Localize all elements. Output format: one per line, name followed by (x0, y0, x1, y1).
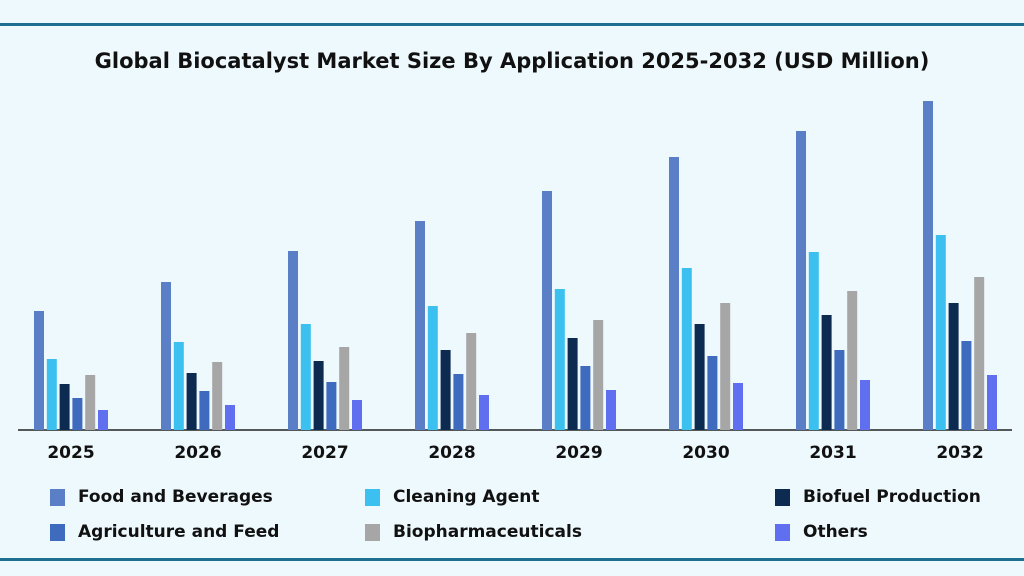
bar (987, 375, 997, 430)
bar (923, 101, 933, 430)
bar (300, 324, 311, 430)
legend-label: Biofuel Production (803, 487, 981, 507)
legend-label: Agriculture and Feed (78, 522, 279, 542)
chart-title: Global Biocatalyst Market Size By Applic… (95, 49, 930, 73)
bar (85, 375, 96, 430)
bar (834, 350, 845, 430)
bar (847, 291, 858, 430)
bar (440, 350, 451, 430)
bar (479, 395, 489, 430)
bar (186, 373, 197, 430)
x-tick-label: 2028 (428, 443, 475, 463)
x-tick-label: 2026 (174, 443, 221, 463)
bar (466, 333, 477, 430)
legend-swatch (365, 489, 380, 506)
bar (288, 251, 298, 430)
bar (225, 405, 235, 430)
bar (720, 303, 731, 430)
bottom-border (0, 558, 1024, 561)
bar (821, 315, 832, 430)
bar (974, 277, 985, 430)
bar (567, 338, 578, 430)
legend-label: Cleaning Agent (393, 487, 540, 507)
bar (313, 361, 324, 430)
bar (542, 191, 552, 430)
bar (694, 324, 705, 430)
bar (415, 221, 425, 430)
bar (669, 157, 679, 430)
bar (808, 252, 819, 430)
bar (59, 384, 70, 430)
bar (580, 366, 591, 430)
bar (733, 383, 743, 430)
legend-swatch (50, 489, 65, 506)
bar (98, 410, 108, 430)
bar (427, 306, 438, 430)
bar (72, 398, 83, 430)
legend-swatch (775, 524, 790, 541)
legend-label: Food and Beverages (78, 487, 273, 507)
bar (935, 235, 946, 430)
legend-label: Others (803, 522, 868, 542)
x-tick-label: 2031 (809, 443, 856, 463)
x-tick-label: 2030 (682, 443, 729, 463)
bar (339, 347, 350, 430)
legend-swatch (50, 524, 65, 541)
bar (326, 382, 337, 430)
bar (46, 359, 57, 430)
x-tick-label: 2025 (47, 443, 94, 463)
bar (948, 303, 959, 430)
x-tick-label: 2029 (555, 443, 602, 463)
bar (34, 311, 44, 430)
top-border (0, 23, 1024, 26)
bar (860, 380, 870, 430)
bar (161, 282, 171, 430)
bar (681, 268, 692, 430)
bar (707, 356, 718, 430)
x-tick-label: 2032 (936, 443, 983, 463)
bar (352, 400, 362, 430)
bar (173, 342, 184, 430)
legend-swatch (365, 524, 380, 541)
bar (961, 341, 972, 430)
bar (554, 289, 565, 430)
bar (606, 390, 616, 430)
bar (796, 131, 806, 430)
x-tick-label: 2027 (301, 443, 348, 463)
bar (212, 362, 223, 430)
bar (593, 320, 604, 430)
bar (199, 391, 210, 430)
legend-swatch (775, 489, 790, 506)
legend-label: Biopharmaceuticals (393, 522, 582, 542)
bar (453, 374, 464, 430)
